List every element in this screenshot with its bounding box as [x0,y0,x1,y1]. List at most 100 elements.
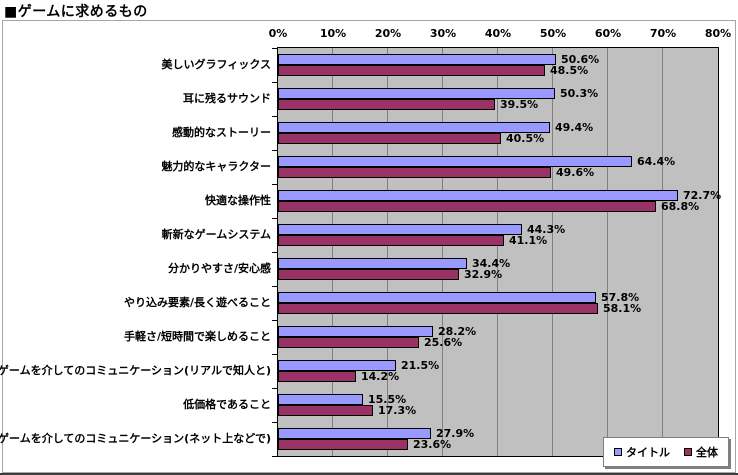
category-label: 快適な操作性 [205,194,271,207]
bar-overall-series [278,235,504,246]
bar-title-series [278,292,596,303]
bar-title-series [278,54,556,65]
bar-title-series [278,360,396,371]
x-axis-tick-label: 10% [319,27,347,40]
bar-value-label: 27.9% [436,427,475,440]
bar-value-label: 44.3% [527,223,566,236]
category-axis-tick [272,286,277,287]
category-label: 分かりやすさ/安心感 [167,262,271,275]
bar-value-label: 23.6% [413,438,452,451]
bottom-rule [0,473,738,475]
bar-overall-series [278,337,419,348]
bar-title-series [278,428,431,439]
x-axis-tick-label: 0% [268,27,288,40]
chart-title: ■ゲームに求めるもの [4,4,148,20]
bar-overall-series [278,269,459,280]
category-label: 感動的なストーリー [172,126,271,139]
bar-value-label: 58.1% [603,302,642,315]
bar-title-series [278,156,632,167]
chart-frame: 50.6% 48.5% 50.3% 39.5% 49.4% 40.5% 64.4% 49.6%… [0,20,736,473]
bar-value-label: 32.9% [464,268,503,281]
category-axis-tick [272,456,277,457]
bar-overall-series [278,167,551,178]
bar-value-label: 25.6% [424,336,463,349]
bar-title-series [278,122,550,133]
category-axis-tick [272,218,277,219]
bar-value-label: 64.4% [637,155,676,168]
bar-value-label: 41.1% [509,234,548,247]
bar-title-series [278,394,363,405]
bar-overall-series [278,303,598,314]
bar-title-series [278,258,467,269]
gridline [607,48,608,456]
gridline [332,48,333,456]
x-axis-tick-label: 70% [649,27,677,40]
category-label: ゲームを介してのコミュニケーション(リアルで知人と) [0,364,271,377]
bar-value-label: 14.2% [361,370,400,383]
x-axis-tick-label: 30% [429,27,457,40]
category-label: 低価格であること [183,398,271,411]
legend-label-overall-series: 全体 [696,446,718,459]
bar-title-series [278,88,555,99]
legend-swatch-overall-series-icon [684,448,692,456]
bar-overall-series [278,439,408,450]
bar-title-series [278,326,433,337]
category-axis-tick [272,150,277,151]
category-axis-tick [272,388,277,389]
bar-value-label: 50.3% [560,87,599,100]
category-axis-tick [272,422,277,423]
bar-value-label: 28.2% [438,325,477,338]
category-label: 耳に残るサウンド [183,92,271,105]
category-label: 斬新なゲームシステム [161,228,271,241]
x-axis-tick-label: 50% [539,27,567,40]
legend-label-title-series: タイトル [626,446,670,459]
bar-title-series [278,224,522,235]
bar-value-label: 39.5% [500,98,539,111]
legend: タイトル 全体 [603,437,729,467]
category-label: 魅力的なキャラクター [161,160,271,173]
bar-value-label: 40.5% [506,132,545,145]
bar-value-label: 57.8% [601,291,640,304]
x-axis-tick-label: 20% [374,27,402,40]
category-axis-tick [272,354,277,355]
bar-value-label: 49.4% [555,121,594,134]
x-axis-tick-label: 60% [594,27,622,40]
category-label: 手軽さ/短時間で楽しめること [123,330,271,343]
bar-overall-series [278,65,545,76]
bar-overall-series [278,99,495,110]
category-axis-tick [272,184,277,185]
bar-overall-series [278,371,356,382]
plot-area: 50.6% 48.5% 50.3% 39.5% 49.4% 40.5% 64.4% 49.6%… [277,47,722,457]
legend-item-title-series: タイトル [614,444,670,460]
gridline [442,48,443,456]
bar-value-label: 34.4% [472,257,511,270]
x-axis-tick-label: 80% [704,27,732,40]
category-axis-tick [272,252,277,253]
gridline [387,48,388,456]
bar-value-label: 49.6% [556,166,595,179]
category-label: ゲームを介してのコミュニケーション(ネット上などで) [0,432,271,445]
x-axis-tick-label: 40% [484,27,512,40]
gridline [552,48,553,456]
category-axis-tick [272,48,277,49]
bar-title-series [278,190,678,201]
bar-value-label: 50.6% [561,53,600,66]
gridline [497,48,498,456]
bar-value-label: 68.8% [661,200,700,213]
category-axis-tick [272,116,277,117]
gridline [662,48,663,456]
category-axis-tick [272,320,277,321]
bar-value-label: 48.5% [550,64,589,77]
bar-value-label: 17.3% [378,404,417,417]
bar-value-label: 72.7% [683,189,722,202]
category-label: 美しいグラフィックス [161,58,271,71]
legend-item-overall-series: 全体 [684,444,718,460]
legend-swatch-title-series-icon [614,448,622,456]
category-axis-tick [272,82,277,83]
bar-value-label: 15.5% [368,393,407,406]
bar-overall-series [278,133,501,144]
category-label: やり込み要素/長く遊べること [123,296,271,309]
bar-overall-series [278,405,373,416]
bar-overall-series [278,201,656,212]
bar-value-label: 21.5% [401,359,440,372]
